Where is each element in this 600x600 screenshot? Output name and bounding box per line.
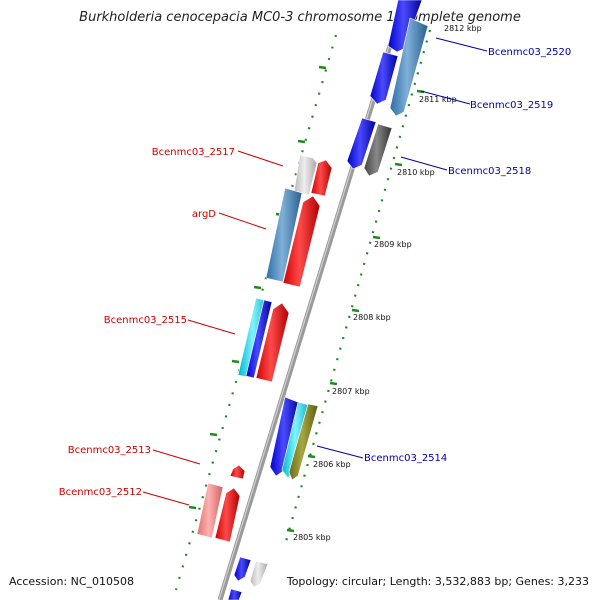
accession-text: Accession: NC_010508	[9, 575, 135, 588]
gene-arrow-argD[interactable]	[282, 195, 321, 288]
right-ruler-guide	[283, 29, 432, 546]
gene-arrow-2517[interactable]	[310, 159, 333, 197]
kbp-ticks: 2812 kbp 2811 kbp 2810 kbp 2809 kbp 2808…	[293, 24, 482, 542]
forward-strand-genes	[196, 154, 333, 543]
gene-label-2518[interactable]: Bcenmc03_2518	[448, 166, 531, 177]
gene-arrow-2514a[interactable]	[269, 396, 301, 477]
gene-arrow-bottom-b[interactable]	[249, 560, 269, 588]
gene-label-2512[interactable]: Bcenmc03_2512	[59, 487, 142, 498]
left-major-ticks	[188, 65, 327, 510]
tick-label-2810: 2810 kbp	[397, 168, 435, 177]
gene-block-2517[interactable]	[293, 154, 318, 196]
gene-label-2517[interactable]: Bcenmc03_2517	[152, 147, 235, 158]
gene-arrow-2514c[interactable]	[288, 403, 319, 481]
tick-label-2807: 2807 kbp	[332, 387, 370, 396]
gene-label-argD[interactable]: argD	[192, 209, 216, 220]
gene-label-2520[interactable]: Bcenmc03_2520	[488, 47, 571, 58]
gene-label-2513[interactable]: Bcenmc03_2513	[68, 445, 151, 456]
topology-text: Topology: circular; Length: 3,532,883 bp…	[286, 575, 589, 588]
tick-label-2808: 2808 kbp	[353, 313, 391, 322]
gene-arrow-2521[interactable]	[387, 0, 423, 53]
gene-arrow-2518b[interactable]	[363, 123, 393, 177]
gene-label-2514[interactable]: Bcenmc03_2514	[364, 453, 447, 464]
gene-arrow-2513[interactable]	[229, 464, 246, 480]
gene-arrow-bottom-a[interactable]	[233, 556, 252, 582]
tick-label-2805: 2805 kbp	[293, 533, 331, 542]
chromosome-backbone-highlight	[218, 0, 404, 600]
tick-label-2806: 2806 kbp	[313, 460, 351, 469]
label-leaders	[142, 37, 488, 506]
gene-label-2515[interactable]: Bcenmc03_2515	[104, 315, 187, 326]
reverse-strand-genes	[227, 0, 429, 600]
gene-label-2519[interactable]: Bcenmc03_2519	[470, 100, 553, 111]
gene-labels: Bcenmc03_2520 Bcenmc03_2519 Bcenmc03_251…	[59, 47, 572, 498]
gene-arrow-2512[interactable]	[214, 487, 241, 543]
gene-arrow-2515[interactable]	[255, 302, 290, 383]
gene-arrow-2520[interactable]	[389, 17, 429, 117]
tick-label-2809: 2809 kbp	[374, 240, 412, 249]
tick-label-2811: 2811 kbp	[419, 95, 457, 104]
gene-block-2512[interactable]	[196, 482, 224, 539]
gene-block-2515b[interactable]	[245, 299, 273, 379]
tick-label-2812: 2812 kbp	[444, 24, 482, 33]
gene-arrow-2519[interactable]	[369, 51, 399, 105]
gene-arrow-bottom-c[interactable]	[227, 588, 243, 600]
gene-arrow-2518a[interactable]	[346, 117, 377, 170]
